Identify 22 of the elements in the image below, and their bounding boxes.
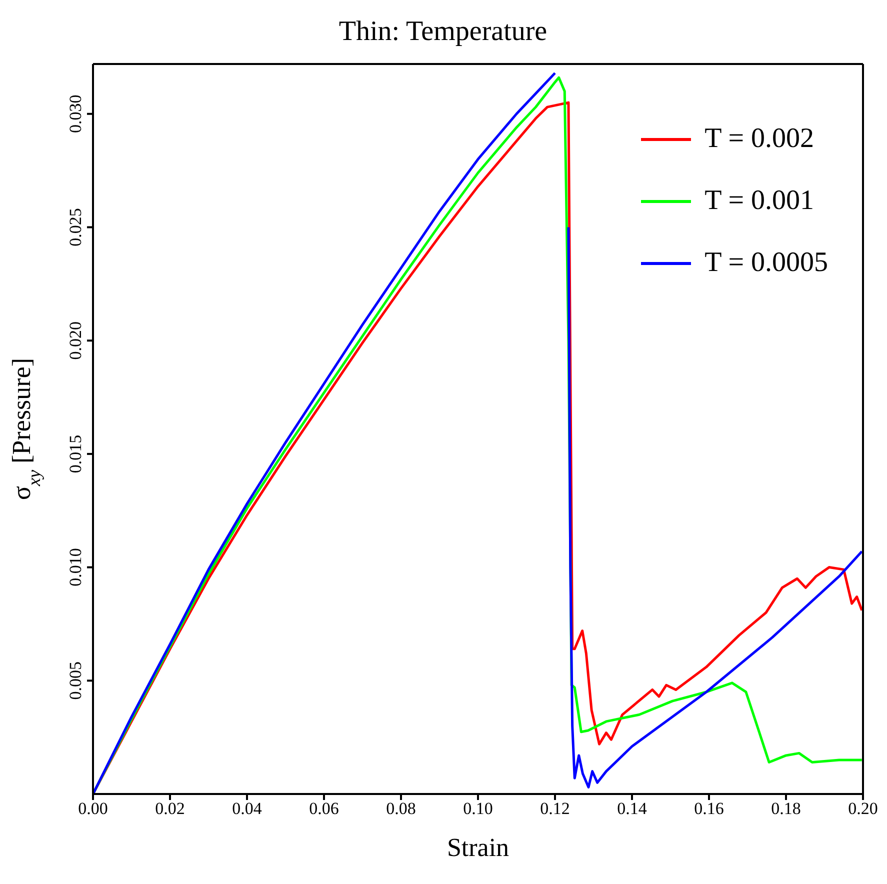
x-tick-label: 0.04 bbox=[232, 799, 262, 818]
legend-label: T = 0.0005 bbox=[704, 247, 828, 279]
y-tick-label: 0.005 bbox=[66, 662, 85, 700]
y-tick-label: 0.030 bbox=[66, 94, 85, 133]
y-tick-label: 0.020 bbox=[66, 321, 85, 360]
x-tick-label: 0.00 bbox=[78, 799, 108, 818]
x-tick-label: 0.16 bbox=[694, 799, 724, 818]
y-tick-label: 0.025 bbox=[66, 208, 85, 246]
chart-title: Thin: Temperature bbox=[338, 15, 548, 49]
x-tick-label: 0.10 bbox=[463, 799, 493, 818]
x-tick-label: 0.08 bbox=[386, 799, 416, 818]
x-tick-label: 0.20 bbox=[848, 799, 878, 818]
x-tick-label: 0.06 bbox=[309, 799, 339, 818]
x-tick-label: 0.12 bbox=[540, 799, 570, 818]
x-tick-label: 0.14 bbox=[617, 799, 648, 818]
y-tick-label: 0.015 bbox=[66, 434, 85, 474]
y-tick-label: 0.010 bbox=[66, 548, 85, 586]
x-tick-label: 0.18 bbox=[771, 799, 801, 818]
legend-label: T = 0.001 bbox=[704, 185, 814, 217]
legend-label: T = 0.002 bbox=[704, 123, 814, 155]
x-tick-label: 0.02 bbox=[155, 799, 185, 818]
x-axis-title: Strain bbox=[446, 833, 510, 862]
